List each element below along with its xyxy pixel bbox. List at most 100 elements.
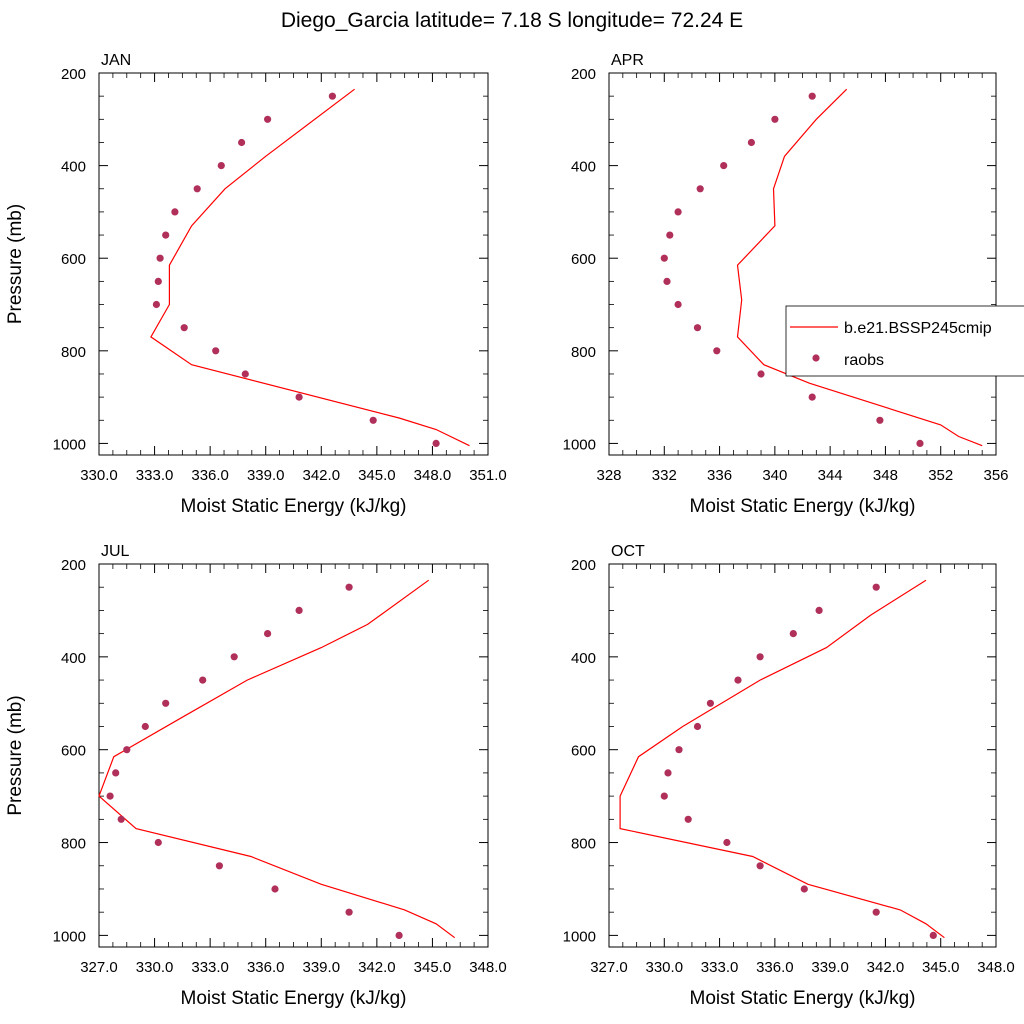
y-tick-label: 400 — [61, 650, 86, 667]
x-tick-label: 336.0 — [756, 959, 794, 976]
x-tick-label: 336.0 — [247, 959, 285, 976]
y-tick-label: 800 — [61, 836, 86, 853]
y-tick-label: 800 — [61, 344, 86, 361]
raobs-point — [345, 908, 353, 916]
model-series-line — [619, 579, 945, 939]
raobs-point — [162, 699, 170, 707]
raobs-point — [264, 630, 272, 638]
x-tick-label: 351.0 — [469, 467, 507, 484]
raobs-point — [684, 815, 692, 823]
raobs-point — [663, 277, 671, 285]
x-tick-label: 330.0 — [136, 959, 174, 976]
y-tick-label: 200 — [571, 557, 596, 574]
y-tick-label: 400 — [61, 159, 86, 176]
y-tick-label: 1000 — [563, 436, 596, 453]
x-tick-label: 328 — [596, 467, 621, 484]
raobs-point — [675, 746, 683, 754]
raobs-point — [193, 185, 201, 193]
x-axis-label: Moist Static Energy (kJ/kg) — [690, 988, 916, 1009]
raobs-point — [706, 699, 715, 707]
panel-jul: JUL 327.0 330.0 333.0 336.0 339.0 342.0 345.0 34… — [5, 543, 507, 1009]
raobs-point — [660, 792, 668, 800]
raobs-point — [295, 393, 303, 401]
y-axis-label: Pressure (mb) — [5, 204, 26, 324]
raobs-point — [238, 138, 246, 147]
plot-frame — [98, 563, 489, 948]
x-tick-label: 342.0 — [358, 959, 396, 976]
raobs-point — [734, 676, 742, 684]
model-series-line — [150, 88, 470, 447]
raobs-point — [123, 746, 131, 754]
x-tick-label: 348 — [873, 467, 898, 484]
x-tick-label: 336 — [707, 467, 732, 484]
x-axis-label: Moist Static Energy (kJ/kg) — [181, 496, 407, 517]
raobs-point — [815, 606, 823, 615]
y-tick-label: 400 — [571, 159, 596, 176]
panel-jan: JAN 330.0 333.0 336.0 339.0 342.0 345.0 348.0 35… — [5, 52, 507, 517]
legend-label-obs: raobs — [844, 352, 884, 369]
x-tick-label: 345.0 — [922, 959, 960, 976]
raobs-point — [666, 231, 674, 239]
raobs-point — [713, 347, 721, 355]
panel-label: OCT — [611, 543, 645, 560]
legend-frame — [785, 305, 1024, 377]
raobs-point — [660, 254, 668, 262]
x-tick-label: 332 — [652, 467, 677, 484]
raobs-point — [369, 416, 377, 424]
x-tick-label: 333.0 — [136, 467, 174, 484]
raobs-point — [723, 838, 731, 847]
y-tick-label: 1000 — [53, 436, 86, 453]
raobs-point — [664, 769, 672, 777]
raobs-point — [771, 115, 779, 123]
raobs-point — [328, 92, 336, 100]
x-tick-label: 336.0 — [191, 467, 229, 484]
y-axis-label: Pressure (mb) — [5, 695, 26, 815]
x-tick-label: 345.0 — [358, 467, 396, 484]
raobs-point — [693, 722, 702, 731]
raobs-point — [241, 370, 249, 378]
x-tick-label: 348.0 — [414, 467, 452, 484]
raobs-point — [916, 439, 924, 447]
y-tick-label: 1000 — [563, 928, 596, 945]
raobs-point — [212, 347, 220, 355]
y-tick-label: 600 — [61, 251, 86, 268]
x-tick-label: 333.0 — [191, 959, 229, 976]
panel-label: APR — [611, 52, 644, 69]
y-tick-label: 200 — [61, 66, 86, 83]
model-series-line — [98, 579, 456, 939]
y-tick-label: 200 — [61, 557, 86, 574]
raobs-point — [395, 931, 403, 940]
x-tick-label: 339.0 — [303, 959, 341, 976]
panel-apr: APR 328 332 336 340 344 348 352 356 200 400 600 800 1… — [563, 52, 1009, 517]
raobs-point — [696, 185, 704, 193]
raobs-point — [756, 862, 764, 870]
x-tick-label: 330.0 — [646, 959, 684, 976]
raobs-point — [180, 324, 188, 332]
x-tick-label: 342.0 — [303, 467, 341, 484]
y-tick-label: 200 — [571, 66, 596, 83]
raobs-point — [674, 300, 682, 309]
raobs-point — [720, 162, 728, 170]
x-tick-label: 356 — [983, 467, 1008, 484]
x-tick-label: 352 — [928, 467, 953, 484]
panels: JAN 330.0 333.0 336.0 339.0 342.0 345.0 348.0 35… — [5, 52, 1015, 1009]
x-tick-label: 345.0 — [414, 959, 452, 976]
raobs-point — [217, 162, 225, 170]
y-tick-label: 600 — [61, 743, 86, 760]
y-tick-label: 600 — [571, 251, 596, 268]
raobs-point — [295, 606, 303, 615]
raobs-point — [106, 792, 114, 800]
x-tick-label: 348.0 — [977, 959, 1015, 976]
x-tick-label: 327.0 — [590, 959, 628, 976]
x-tick-label: 330.0 — [80, 467, 118, 484]
x-tick-label: 342.0 — [867, 959, 905, 976]
y-tick-label: 600 — [571, 743, 596, 760]
raobs-point — [215, 862, 223, 870]
raobs-point — [171, 208, 179, 216]
panel-label: JUL — [101, 543, 130, 560]
x-tick-label: 327.0 — [80, 959, 118, 976]
raobs-point — [929, 931, 937, 940]
x-axis-label: Moist Static Energy (kJ/kg) — [690, 496, 916, 517]
raobs-point — [162, 231, 170, 239]
x-axis-label: Moist Static Energy (kJ/kg) — [181, 988, 407, 1009]
